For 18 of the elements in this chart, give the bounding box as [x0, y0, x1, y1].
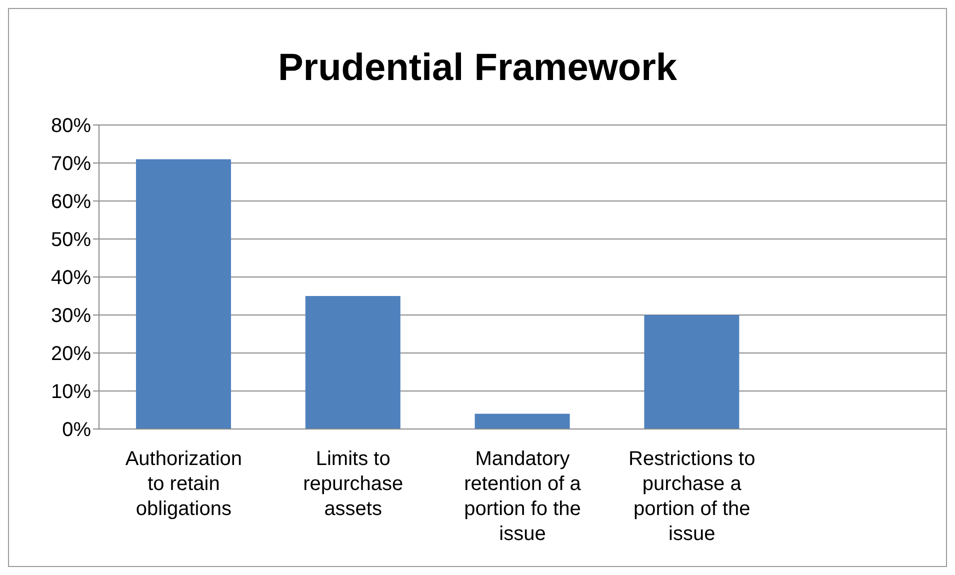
x-tick-label: Authorization to retain obligations	[125, 448, 242, 520]
y-tick-label: 0%	[62, 419, 92, 442]
y-tick-label: 10%	[50, 381, 92, 404]
x-tick-label: Restrictions to purchase a portion of the issue	[628, 448, 756, 545]
bar	[644, 315, 740, 429]
bar	[474, 414, 570, 429]
bar	[305, 296, 400, 429]
y-tick-label: 30%	[50, 305, 92, 328]
x-tick-label: Mandatory retention of a portion fo the issue	[464, 448, 582, 545]
y-tick-label: 60%	[50, 191, 92, 214]
chart-title: Prudential Framework	[276, 47, 678, 91]
y-tick-label: 20%	[50, 343, 92, 366]
x-tick-label: Limits to repurchase assets	[303, 448, 404, 520]
y-tick-label: 70%	[50, 153, 92, 176]
bar	[136, 159, 231, 429]
y-tick-label: 40%	[50, 267, 92, 290]
y-tick-label: 50%	[50, 229, 92, 252]
y-tick-label: 80%	[50, 115, 92, 138]
